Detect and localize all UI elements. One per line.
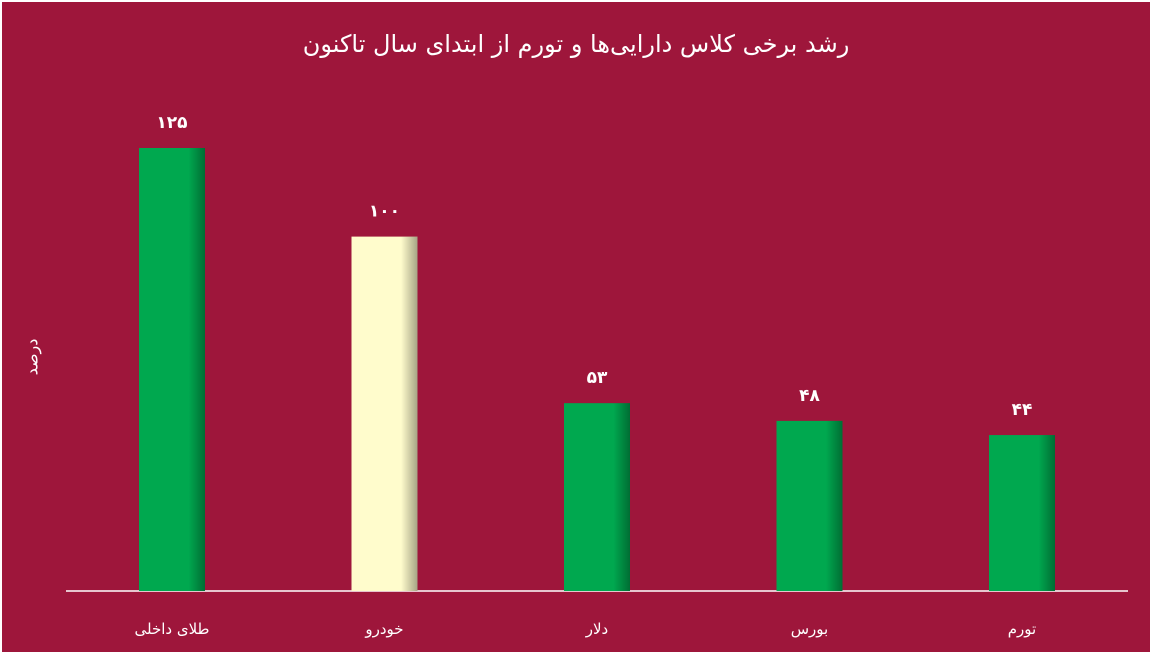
bar-shadow (351, 236, 418, 591)
category-label: بورس (791, 620, 828, 638)
category-label: طلای داخلی (135, 620, 210, 638)
bar-shadow (776, 420, 843, 591)
bar-shadow (989, 435, 1055, 591)
bar-shadow (564, 403, 630, 591)
category-label: تورم (1008, 620, 1036, 638)
data-label: ۵۳ (587, 368, 608, 388)
data-label: ۱۲۵ (156, 113, 187, 133)
data-label: ۱۰۰ (369, 202, 400, 222)
category-label: دلار (585, 620, 608, 638)
data-label: ۴۸ (799, 386, 820, 406)
chart-title: رشد برخی کلاس دارایی‌ها و تورم از ابتدای… (302, 30, 850, 58)
category-label: خودرو (364, 620, 403, 638)
bar-shadow (139, 148, 205, 591)
data-label: ۴۴ (1012, 400, 1033, 420)
